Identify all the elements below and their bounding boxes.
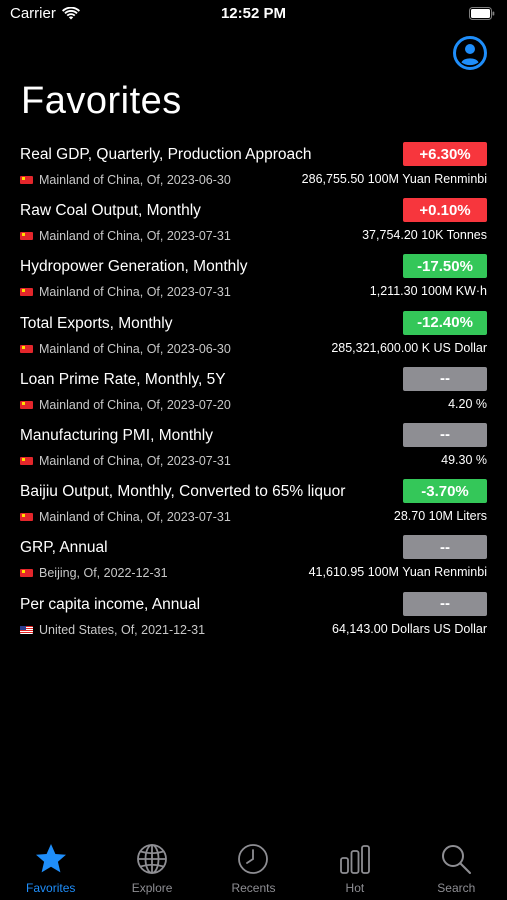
region-date: Mainland of China, Of, 2023-07-20 — [39, 397, 231, 412]
china-flag-icon — [20, 232, 33, 241]
tab-search[interactable]: Search — [406, 836, 507, 900]
carrier-label: Carrier — [10, 5, 56, 22]
favorite-row[interactable]: Raw Coal Output, Monthly +0.10% Mainland o… — [0, 196, 507, 252]
star-icon — [35, 844, 66, 873]
profile-button[interactable] — [453, 36, 487, 70]
tab-recents[interactable]: Recents — [203, 836, 304, 900]
change-badge: -17.50% — [403, 254, 487, 279]
change-badge: -- — [403, 366, 487, 391]
person-circle-icon — [453, 36, 487, 70]
indicator-value: 37,754.20 10K Tonnes — [362, 228, 487, 243]
favorite-row[interactable]: Hydropower Generation, Monthly -17.50% Mai… — [0, 252, 507, 308]
tab-explore[interactable]: Explore — [101, 836, 202, 900]
indicator-subtitle: Mainland of China, Of, 2023-06-30 — [20, 173, 231, 187]
indicator-value: 41,610.95 100M Yuan Renminbi — [308, 565, 487, 580]
tab-label: Hot — [345, 881, 365, 895]
favorite-row[interactable]: GRP, Annual -- Beijing, Of, 2022-12-31 41,6… — [0, 533, 507, 589]
favorite-row[interactable]: Real GDP, Quarterly, Production Approach… — [0, 140, 507, 196]
region-date: Mainland of China, Of, 2023-07-31 — [39, 285, 231, 300]
region-date: Beijing, Of, 2022-12-31 — [39, 566, 168, 581]
tab-label: Favorites — [26, 881, 76, 895]
indicator-title: Manufacturing PMI, Monthly — [20, 426, 213, 444]
us-flag-icon — [20, 625, 33, 634]
indicator-title: Loan Prime Rate, Monthly, 5Y — [20, 370, 226, 388]
indicator-subtitle: Mainland of China, Of, 2023-06-30 — [20, 342, 231, 356]
china-flag-icon — [20, 288, 33, 297]
wifi-icon — [61, 6, 80, 19]
region-date: Mainland of China, Of, 2023-07-31 — [39, 229, 231, 244]
china-flag-icon — [20, 513, 33, 522]
favorite-row[interactable]: Manufacturing PMI, Monthly -- Mainland of … — [0, 421, 507, 477]
tab-bar: Favorites Explore — [0, 836, 507, 900]
carrier-indicator: Carrier — [10, 5, 80, 22]
indicator-title: Hydropower Generation, Monthly — [20, 258, 248, 276]
tab-hot[interactable]: Hot — [304, 836, 405, 900]
favorites-list: Real GDP, Quarterly, Production Approach… — [0, 140, 507, 646]
change-badge: -- — [403, 591, 487, 616]
indicator-value: 49.30 % — [441, 452, 487, 467]
clock-icon — [238, 844, 269, 874]
region-date: United States, Of, 2021-12-31 — [39, 622, 206, 637]
indicator-subtitle: United States, Of, 2021-12-31 — [20, 623, 205, 637]
china-flag-icon — [20, 456, 33, 465]
indicator-subtitle: Mainland of China, Of, 2023-07-31 — [20, 229, 231, 243]
indicator-title: GRP, Annual — [20, 539, 108, 557]
indicator-subtitle: Mainland of China, Of, 2023-07-31 — [20, 285, 231, 299]
tab-label: Recents — [231, 881, 276, 895]
battery-icon — [469, 7, 495, 20]
region-date: Mainland of China, Of, 2023-07-31 — [39, 510, 231, 525]
region-date: Mainland of China, Of, 2023-06-30 — [39, 173, 231, 187]
globe-icon — [137, 844, 167, 874]
indicator-value: 285,321,600.00 K US Dollar — [331, 340, 487, 355]
indicator-value: 28.70 10M Liters — [393, 509, 487, 524]
change-badge: -12.40% — [403, 310, 487, 335]
indicator-title: Total Exports, Monthly — [20, 314, 173, 332]
indicator-title: Raw Coal Output, Monthly — [20, 202, 201, 220]
bar-chart-icon — [339, 845, 370, 874]
china-flag-icon — [20, 344, 33, 353]
china-flag-icon — [20, 569, 33, 578]
indicator-title: Real GDP, Quarterly, Production Approach — [20, 146, 312, 163]
china-flag-icon — [20, 176, 33, 184]
indicator-title: Baijiu Output, Monthly, Converted to 65%… — [20, 483, 346, 501]
status-bar: Carrier 12:52 PM — [0, 0, 507, 30]
change-badge: -- — [403, 422, 487, 447]
indicator-value: 64,143.00 Dollars US Dollar — [332, 621, 487, 636]
favorite-row[interactable]: Loan Prime Rate, Monthly, 5Y -- Mainland o… — [0, 365, 507, 421]
page-title: Favorites — [21, 80, 182, 122]
tab-label: Search — [437, 881, 476, 895]
indicator-subtitle: Mainland of China, Of, 2023-07-20 — [20, 398, 231, 412]
indicator-value: 286,755.50 100M Yuan Renminbi — [301, 172, 487, 186]
tab-label: Explore — [131, 881, 173, 895]
region-date: Mainland of China, Of, 2023-07-31 — [39, 453, 231, 468]
indicator-subtitle: Mainland of China, Of, 2023-07-31 — [20, 454, 231, 468]
indicator-subtitle: Beijing, Of, 2022-12-31 — [20, 566, 168, 580]
indicator-value: 4.20 % — [448, 396, 487, 411]
indicator-subtitle: Mainland of China, Of, 2023-07-31 — [20, 510, 231, 524]
favorite-row[interactable]: Total Exports, Monthly -12.40% Mainland of… — [0, 309, 507, 365]
indicator-title: Per capita income, Annual — [20, 595, 201, 613]
status-time: 12:52 PM — [220, 5, 287, 22]
magnifier-icon — [442, 845, 472, 874]
favorite-row[interactable]: Per capita income, Annual -- United States… — [0, 590, 507, 646]
change-badge: +0.10% — [403, 198, 487, 223]
change-badge: -3.70% — [403, 479, 487, 504]
change-badge: +6.30% — [403, 142, 487, 166]
favorite-row[interactable]: Baijiu Output, Monthly, Converted to 65%… — [0, 477, 507, 533]
china-flag-icon — [20, 400, 33, 409]
tab-favorites[interactable]: Favorites — [0, 836, 101, 900]
change-badge: -- — [403, 535, 487, 560]
indicator-value: 1,211.30 100M KW·h — [369, 284, 487, 299]
region-date: Mainland of China, Of, 2023-06-30 — [39, 341, 231, 356]
